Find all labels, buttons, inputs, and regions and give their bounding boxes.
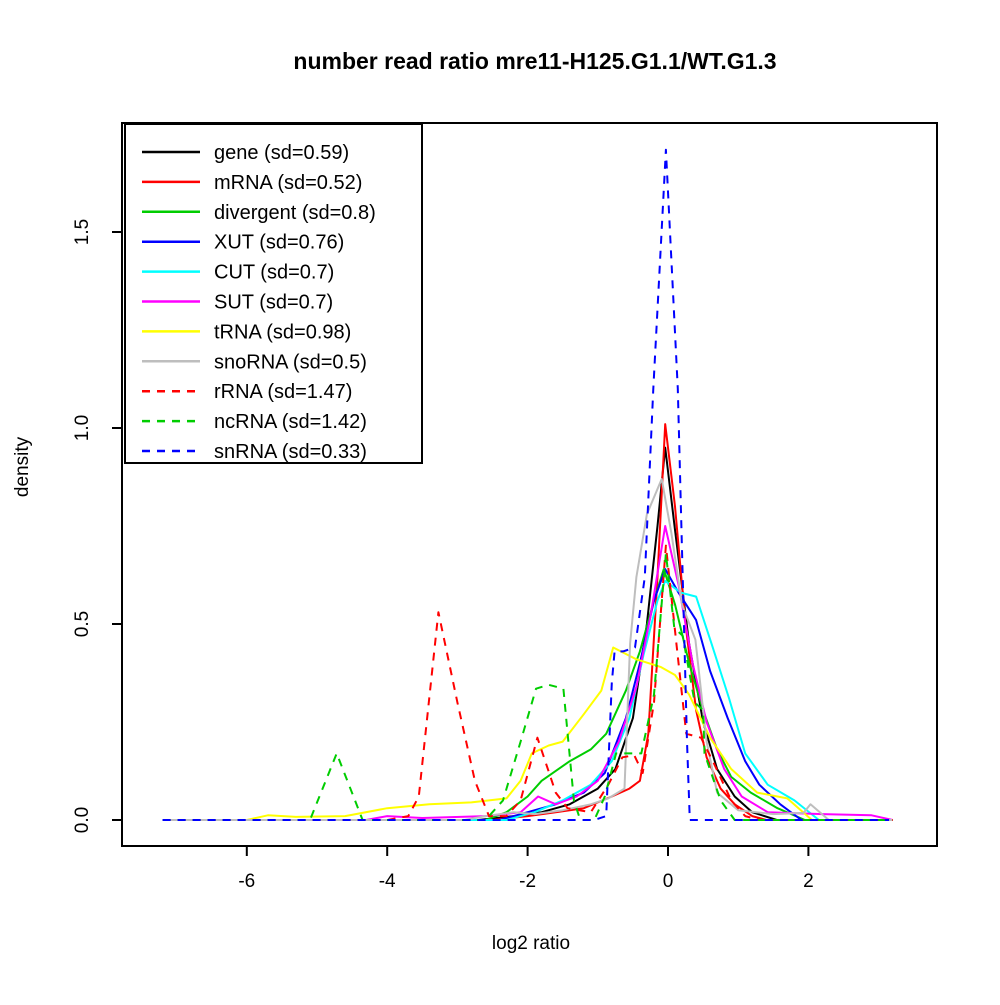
y-tick-label: 1.0 [72,415,93,441]
legend-label-10: snRNA (sd=0.33) [214,441,367,463]
legend-label-9: ncRNA (sd=1.42) [214,411,367,433]
x-tick-label: 2 [803,871,814,892]
series-divergent-line [162,568,893,821]
legend-label-6: tRNA (sd=0.98) [214,321,351,343]
x-axis-label: log2 ratio [492,933,570,954]
series-tRNA-line [162,646,893,821]
x-tick-label: 0 [663,871,674,892]
legend-label-3: XUT (sd=0.76) [214,232,344,254]
legend: gene (sd=0.59) mRNA (sd=0.52) divergent (s… [124,123,423,464]
series-XUT-line [162,568,893,821]
series-rRNA-line [162,544,893,821]
series-snoRNA-line [162,478,893,821]
x-tick-label: -6 [238,871,255,892]
series-snRNA-line [162,148,890,821]
plot-title: number read ratio mre11-H125.G1.1/WT.G1.… [293,48,776,74]
x-tick-label: -2 [519,871,536,892]
series-CUT-line [162,579,893,821]
series-ncRNA-line [162,552,893,821]
x-axis-ticks: -6 -4 -2 0 2 [238,846,814,892]
legend-label-5: SUT (sd=0.7) [214,292,333,314]
x-tick-label: -4 [379,871,396,892]
y-tick-label: 1.5 [72,219,93,245]
legend-label-8: rRNA (sd=1.47) [214,381,352,403]
y-axis-ticks: 0.0 0.5 1.0 1.5 [72,219,122,833]
y-tick-label: 0.0 [72,807,93,833]
legend-label-4: CUT (sd=0.7) [214,262,334,284]
series-lines [162,148,893,821]
y-axis-label: density [12,436,33,497]
legend-label-0: gene (sd=0.59) [214,142,349,164]
series-SUT-line [162,525,893,821]
legend-label-1: mRNA (sd=0.52) [214,172,362,194]
legend-label-7: snoRNA (sd=0.5) [214,351,367,373]
legend-label-2: divergent (sd=0.8) [214,202,376,224]
legend-box [124,123,423,464]
y-tick-label: 0.5 [72,611,93,637]
series-mRNA-line [162,423,893,821]
plot-box [121,122,938,847]
